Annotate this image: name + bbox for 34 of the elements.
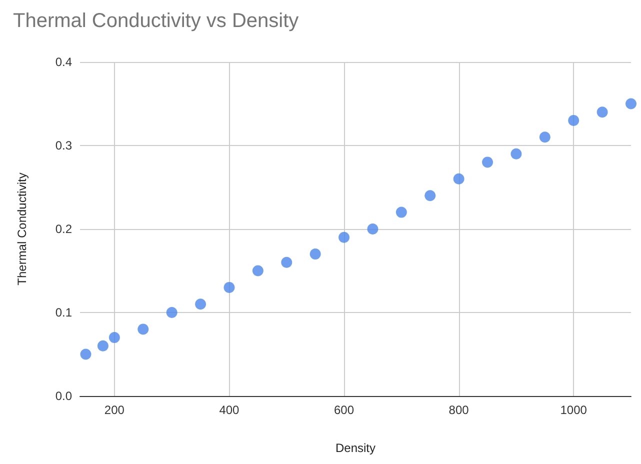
point xyxy=(281,256,292,268)
point xyxy=(224,282,235,293)
point xyxy=(453,173,464,184)
point xyxy=(97,340,108,352)
y-tick-label: 0.0 xyxy=(55,389,72,403)
point xyxy=(539,132,550,143)
x-tick-label: 600 xyxy=(334,403,354,417)
point xyxy=(482,156,494,168)
point xyxy=(310,248,321,260)
y-tick-label: 0.2 xyxy=(55,222,72,236)
point xyxy=(596,106,608,118)
chart-title: Thermal Conductivity vs Density xyxy=(13,10,299,32)
y-tick-label: 0.1 xyxy=(55,306,72,320)
point xyxy=(252,265,264,276)
point xyxy=(80,348,92,360)
point xyxy=(424,190,436,202)
y-tick-label: 0.4 xyxy=(55,55,72,69)
point xyxy=(626,98,636,110)
point xyxy=(396,206,407,218)
x-tick-label: 800 xyxy=(448,403,470,417)
point xyxy=(338,232,350,243)
point xyxy=(138,324,149,335)
point xyxy=(166,307,178,318)
point xyxy=(195,298,206,310)
x-tick-label: 200 xyxy=(104,403,125,417)
x-tick-label: 1000 xyxy=(560,403,588,417)
x-axis-title: Density xyxy=(335,441,376,455)
point xyxy=(510,148,522,160)
point xyxy=(568,114,580,126)
y-axis-title: Thermal Conductivity xyxy=(15,172,29,286)
point xyxy=(108,332,120,344)
point xyxy=(367,224,378,234)
x-tick-label: 400 xyxy=(219,403,240,417)
y-tick-label: 0.3 xyxy=(55,138,72,152)
